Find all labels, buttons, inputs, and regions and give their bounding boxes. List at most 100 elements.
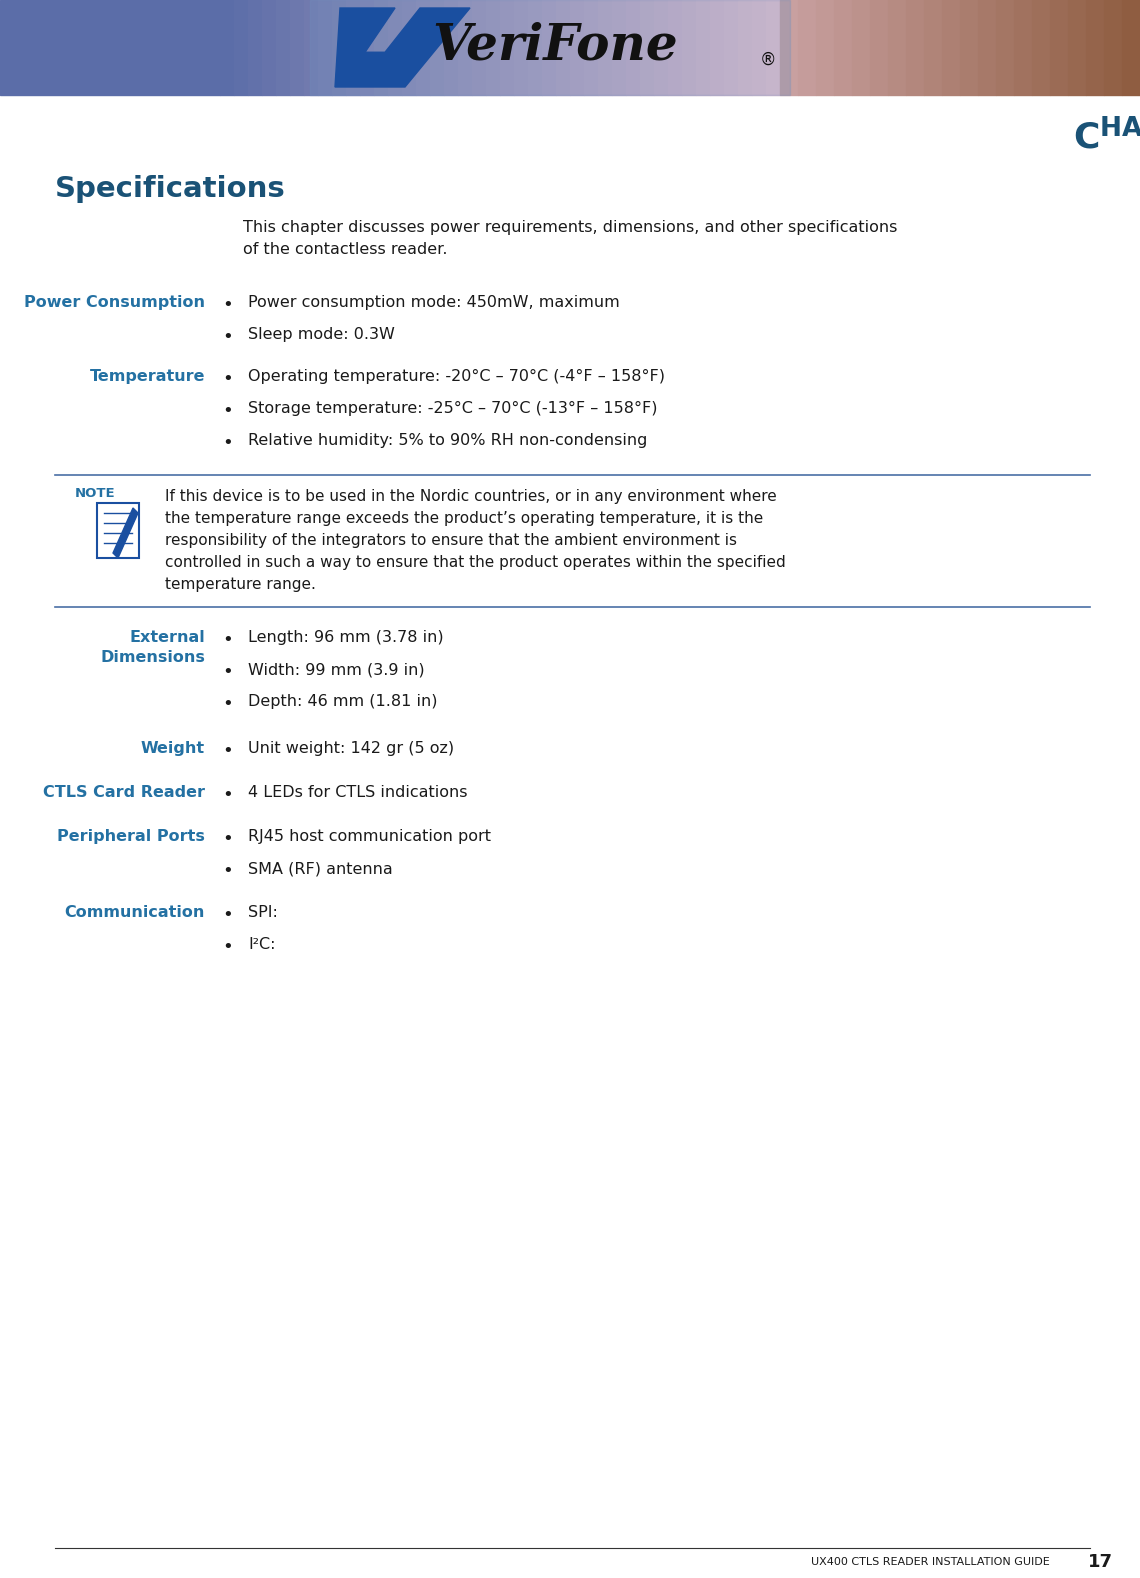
Text: the temperature range exceeds the product’s operating temperature, it is the: the temperature range exceeds the produc… — [165, 511, 764, 525]
Bar — [1086, 0, 1104, 95]
Bar — [996, 0, 1013, 95]
Bar — [416, 0, 430, 95]
Bar — [500, 0, 514, 95]
Text: •: • — [222, 786, 234, 805]
Text: C: C — [1074, 120, 1100, 155]
Bar — [816, 0, 834, 95]
Bar — [514, 0, 528, 95]
Text: •: • — [222, 402, 234, 420]
Bar — [360, 0, 374, 95]
Text: •: • — [222, 297, 234, 314]
Bar — [472, 0, 486, 95]
Bar — [906, 0, 925, 95]
Bar — [598, 0, 612, 95]
Bar — [290, 0, 304, 95]
Bar — [584, 0, 599, 95]
Text: Power Consumption: Power Consumption — [24, 295, 205, 309]
Text: of the contactless reader.: of the contactless reader. — [243, 241, 448, 257]
Text: Width: 99 mm (3.9 in): Width: 99 mm (3.9 in) — [249, 663, 424, 677]
Bar — [697, 0, 710, 95]
Bar — [234, 0, 249, 95]
Text: •: • — [222, 694, 234, 713]
Bar — [798, 0, 816, 95]
Text: •: • — [222, 663, 234, 682]
Text: 17: 17 — [1088, 1553, 1113, 1572]
Text: •: • — [222, 830, 234, 847]
Bar — [262, 0, 276, 95]
Bar — [542, 0, 556, 95]
Bar — [978, 0, 996, 95]
Text: Temperature: Temperature — [90, 369, 205, 383]
Bar — [1013, 0, 1032, 95]
Text: This chapter discusses power requirements, dimensions, and other specifications: This chapter discusses power requirement… — [243, 219, 897, 235]
Text: NOTE: NOTE — [75, 488, 115, 500]
Text: •: • — [222, 434, 234, 451]
Text: SMA (RF) antenna: SMA (RF) antenna — [249, 862, 393, 876]
Text: SPI:: SPI: — [249, 906, 278, 920]
Bar — [738, 0, 752, 95]
Text: External: External — [129, 630, 205, 645]
Bar — [1068, 0, 1086, 95]
Bar — [304, 0, 318, 95]
Text: Sleep mode: 0.3W: Sleep mode: 0.3W — [249, 327, 394, 342]
Text: Communication: Communication — [65, 906, 205, 920]
Text: Storage temperature: -25°C – 70°C (-13°F – 158°F): Storage temperature: -25°C – 70°C (-13°F… — [249, 401, 658, 417]
Text: Weight: Weight — [141, 742, 205, 756]
Bar — [402, 0, 416, 95]
Text: ®: ® — [760, 50, 776, 68]
Text: •: • — [222, 906, 234, 925]
Bar — [528, 0, 542, 95]
Bar — [570, 0, 584, 95]
Bar — [654, 0, 668, 95]
Bar — [1122, 0, 1140, 95]
Text: I²C:: I²C: — [249, 937, 276, 952]
Bar — [960, 0, 978, 95]
Bar — [640, 0, 654, 95]
Text: •: • — [222, 631, 234, 649]
Bar — [925, 0, 942, 95]
Text: •: • — [222, 742, 234, 761]
Bar — [752, 0, 766, 95]
Text: Power consumption mode: 450mW, maximum: Power consumption mode: 450mW, maximum — [249, 295, 620, 309]
Text: •: • — [222, 937, 234, 956]
Polygon shape — [113, 508, 138, 559]
Polygon shape — [335, 8, 470, 87]
Text: CTLS Card Reader: CTLS Card Reader — [43, 784, 205, 800]
Bar — [556, 0, 570, 95]
Bar — [668, 0, 682, 95]
Bar — [430, 0, 443, 95]
Bar — [852, 0, 870, 95]
Text: Length: 96 mm (3.78 in): Length: 96 mm (3.78 in) — [249, 630, 443, 645]
Bar — [276, 0, 290, 95]
Bar — [724, 0, 738, 95]
Bar — [332, 0, 347, 95]
Bar — [1032, 0, 1050, 95]
Bar — [766, 0, 780, 95]
Bar — [388, 0, 402, 95]
Text: •: • — [222, 328, 234, 346]
Text: responsibility of the integrators to ensure that the ambient environment is: responsibility of the integrators to ens… — [165, 533, 736, 548]
Text: controlled in such a way to ensure that the product operates within the specifie: controlled in such a way to ensure that … — [165, 555, 785, 570]
Text: Unit weight: 142 gr (5 oz): Unit weight: 142 gr (5 oz) — [249, 742, 454, 756]
Bar — [458, 0, 472, 95]
Text: Relative humidity: 5% to 90% RH non-condensing: Relative humidity: 5% to 90% RH non-cond… — [249, 432, 648, 448]
Bar — [374, 0, 388, 95]
Bar — [888, 0, 906, 95]
Bar — [443, 0, 458, 95]
Bar — [1104, 0, 1122, 95]
Bar — [780, 0, 798, 95]
Bar — [347, 0, 360, 95]
Text: Specifications: Specifications — [55, 175, 286, 204]
Bar — [318, 0, 332, 95]
Bar — [870, 0, 888, 95]
Text: •: • — [222, 369, 234, 388]
Bar — [682, 0, 697, 95]
Text: •: • — [222, 862, 234, 881]
Text: Depth: 46 mm (1.81 in): Depth: 46 mm (1.81 in) — [249, 694, 438, 709]
Text: HAPTER 3: HAPTER 3 — [1100, 117, 1140, 142]
Bar — [612, 0, 626, 95]
Text: UX400 CTLS READER INSTALLATION GUIDE: UX400 CTLS READER INSTALLATION GUIDE — [812, 1557, 1050, 1567]
Bar — [710, 0, 724, 95]
Bar — [942, 0, 960, 95]
Bar — [0, 0, 220, 95]
